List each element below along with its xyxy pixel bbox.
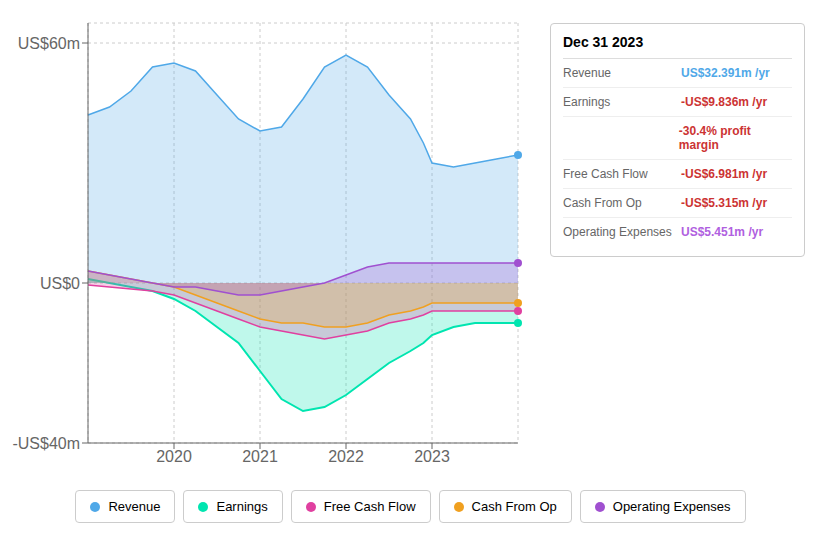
html-text:-US$6.981m /yr: -US$6.981m /yr bbox=[681, 167, 768, 181]
html-text:Free Cash Flow: Free Cash Flow bbox=[323, 499, 416, 514]
html-text:Earnings: Earnings bbox=[563, 95, 611, 109]
html-text:Cash From Op: Cash From Op bbox=[471, 499, 557, 514]
html-text:Operating Expenses: Operating Expenses bbox=[563, 225, 672, 239]
svg-text:2022: 2022 bbox=[328, 448, 364, 465]
html-text:Free Cash Flow: Free Cash Flow bbox=[563, 167, 648, 181]
svg-text:US$0: US$0 bbox=[40, 275, 80, 292]
html-text:Revenue: Revenue bbox=[108, 499, 161, 514]
html-text:Operating Expenses: Operating Expenses bbox=[612, 499, 731, 514]
html-text:US$5.451m /yr: US$5.451m /yr bbox=[681, 225, 764, 239]
svg-text:US$60m: US$60m bbox=[18, 35, 80, 52]
html-text:-US$5.315m /yr: -US$5.315m /yr bbox=[681, 196, 768, 210]
html-text:Cash From Op: Cash From Op bbox=[563, 196, 642, 210]
html-text:Dec 31 2023: Dec 31 2023 bbox=[563, 34, 644, 50]
html-text:-US$9.836m /yr: -US$9.836m /yr bbox=[681, 95, 768, 109]
svg-text:2021: 2021 bbox=[242, 448, 278, 465]
html-text:US$32.391m /yr: US$32.391m /yr bbox=[681, 66, 770, 80]
svg-text:2023: 2023 bbox=[414, 448, 450, 465]
html-text:Earnings: Earnings bbox=[216, 499, 268, 514]
html-text:Revenue: Revenue bbox=[563, 66, 611, 80]
html-text:-30.4% profit margin: -30.4% profit margin bbox=[678, 124, 751, 152]
svg-text:2020: 2020 bbox=[156, 448, 192, 465]
svg-text:-US$40m: -US$40m bbox=[12, 435, 80, 452]
